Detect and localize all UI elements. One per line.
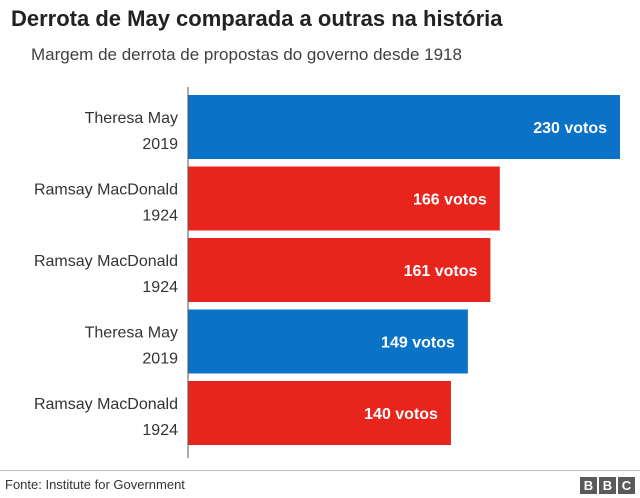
bar-value-label: 166 votos [413, 192, 487, 209]
bar-category-year: 2019 [142, 351, 178, 368]
chart-title: Derrota de May comparada a outras na his… [11, 6, 503, 31]
bar-value-label: 149 votos [381, 335, 455, 352]
footer-divider [0, 470, 640, 471]
bar-category-name: Ramsay MacDonald [34, 253, 178, 270]
bar-category-year: 2019 [142, 136, 178, 153]
bar [188, 166, 500, 231]
bar-value-label: 230 votos [533, 120, 607, 137]
bar-category-name: Theresa May [85, 325, 178, 342]
bar-category-year: 1924 [142, 208, 178, 225]
bbc-logo-block: B [580, 477, 597, 494]
source-note: Fonte: Institute for Government [5, 477, 185, 492]
bar [188, 95, 620, 159]
chart-subtitle: Margem de derrota de propostas do govern… [31, 45, 462, 64]
bar [188, 381, 451, 445]
bar-value-label: 161 votos [404, 263, 478, 280]
bar-chart: Theresa May 2019 230 votos Ramsay MacDonald… [34, 87, 620, 458]
bbc-logo-block: C [618, 477, 635, 494]
bar-category-name: Theresa May [85, 110, 178, 127]
bar-category-year: 1924 [142, 422, 178, 439]
bbc-logo: B B C [580, 477, 635, 494]
bar-category-name: Ramsay MacDonald [34, 182, 178, 199]
bar-category-name: Ramsay MacDonald [34, 396, 178, 413]
bar [188, 309, 468, 374]
bbc-logo-block: B [599, 477, 616, 494]
footer: Fonte: Institute for Government B B C [0, 470, 640, 498]
bar-category-year: 1924 [142, 279, 178, 296]
bar-value-label: 140 votos [364, 406, 438, 423]
bar [188, 238, 491, 302]
